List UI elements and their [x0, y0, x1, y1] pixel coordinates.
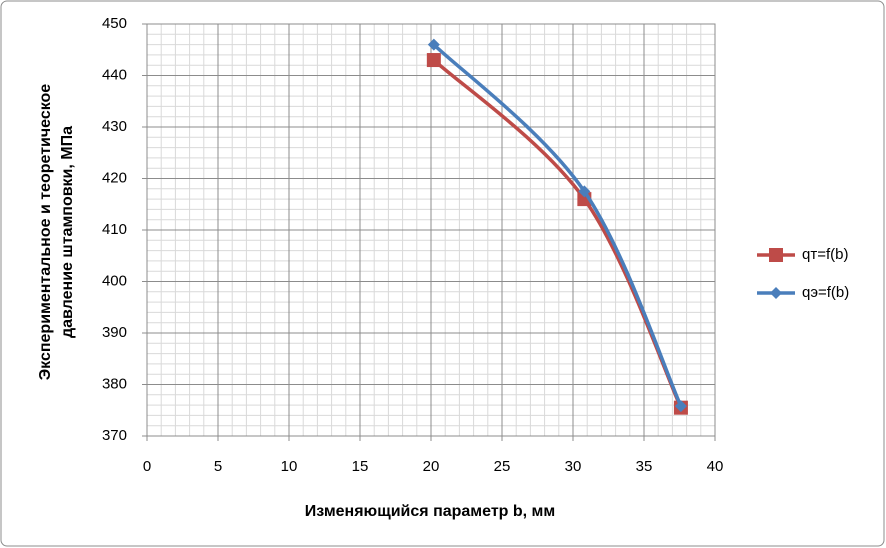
- x-tick-label: 5: [214, 458, 222, 475]
- x-axis-label: Изменяющийся параметр b, мм: [305, 503, 555, 520]
- y-tick-label: 410: [102, 221, 127, 238]
- y-axis-label: давление штамповки, МПа: [59, 126, 76, 338]
- x-tick-label: 20: [423, 458, 440, 475]
- legend-marker: [770, 287, 782, 299]
- legend-label: qт=f(b): [802, 246, 848, 263]
- x-tick-label: 30: [565, 458, 582, 475]
- marker: [578, 185, 591, 198]
- y-tick-label: 430: [102, 118, 127, 135]
- plot-border: [146, 23, 716, 437]
- x-tick-label: 10: [281, 458, 298, 475]
- y-tick-label: 420: [102, 169, 127, 186]
- marker: [426, 53, 441, 68]
- y-tick-label: 450: [102, 15, 127, 32]
- y-tick-label: 370: [102, 427, 127, 444]
- y-tick-label: 400: [102, 272, 127, 289]
- legend-label: qэ=f(b): [802, 284, 849, 301]
- y-tick-label: 380: [102, 375, 127, 392]
- y-axis-label: Экспериментальное и теоретическое: [37, 84, 54, 381]
- x-tick-label: 15: [352, 458, 369, 475]
- y-tick-label: 390: [102, 324, 127, 341]
- legend-marker: [769, 248, 783, 262]
- marker: [427, 38, 440, 51]
- y-tick-label: 440: [102, 66, 127, 83]
- x-tick-label: 25: [494, 458, 511, 475]
- x-tick-label: 40: [707, 458, 724, 475]
- x-tick-label: 35: [636, 458, 653, 475]
- marker: [674, 400, 687, 413]
- x-tick-label: 0: [143, 458, 151, 475]
